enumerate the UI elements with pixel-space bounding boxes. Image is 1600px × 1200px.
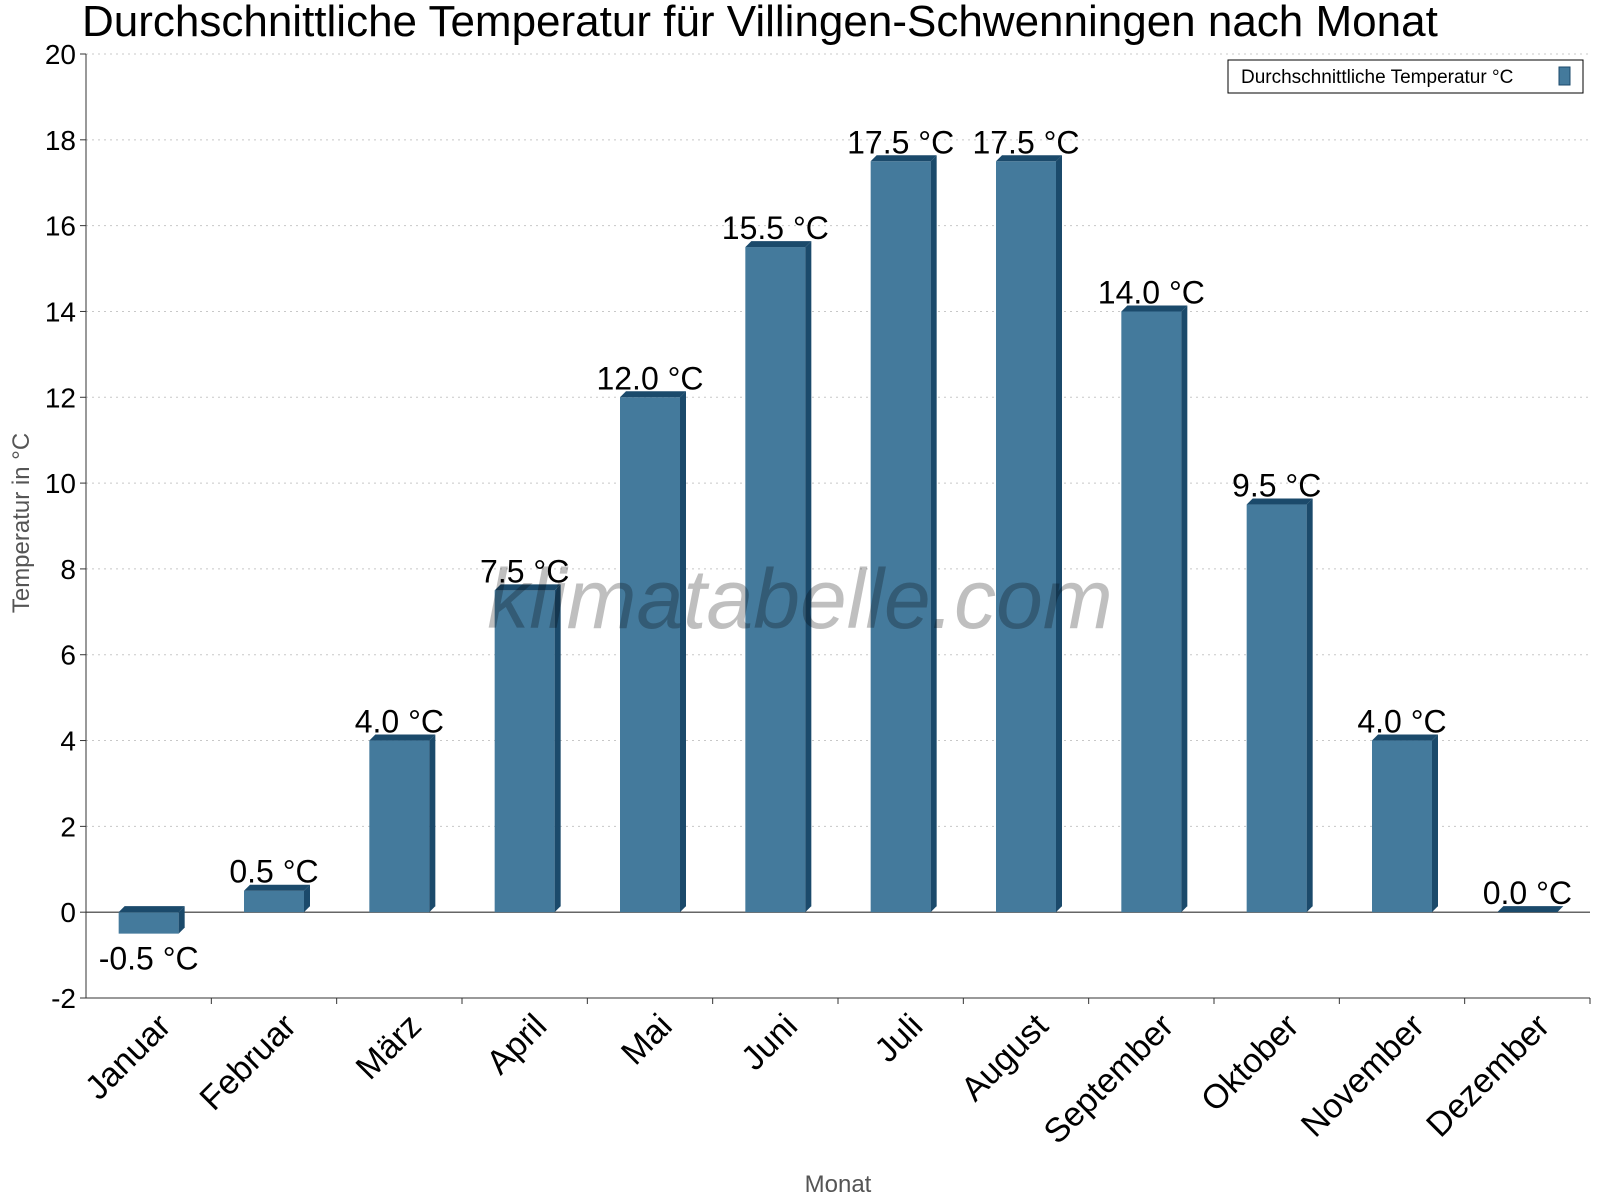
- bar-side: [429, 734, 436, 913]
- data-label: 14.0 °C: [1098, 274, 1205, 310]
- bar-oktober: [1246, 498, 1313, 913]
- bar-top: [494, 584, 561, 591]
- y-tick-label: 8: [60, 554, 76, 585]
- x-tick-label: Februar: [193, 1007, 304, 1118]
- bar-face: [1246, 504, 1307, 913]
- bar-top: [1372, 734, 1438, 741]
- bar-face: [1121, 311, 1182, 913]
- bar-side: [304, 884, 310, 913]
- x-tick-label: Juni: [734, 1007, 805, 1078]
- bar-mai: [620, 391, 686, 913]
- bar-top: [1246, 498, 1313, 505]
- bar-side: [1056, 155, 1062, 913]
- data-label: 9.5 °C: [1232, 468, 1321, 504]
- bar-face: [996, 161, 1056, 913]
- x-tick-label: August: [954, 1006, 1056, 1108]
- data-labels: -0.5 °C 0.5 °C 4.0 °C 7.5 °C 12.0 °C 15.5 °C 1…: [99, 124, 1572, 976]
- data-label: 0.5 °C: [229, 854, 318, 890]
- legend-label: Durchschnittliche Temperatur °C: [1241, 67, 1513, 88]
- x-tick-label: November: [1294, 1007, 1432, 1145]
- legend-box: [1227, 59, 1584, 94]
- bar-top: [1497, 906, 1564, 913]
- bar-side: [930, 155, 937, 913]
- data-label: 17.5 °C: [847, 124, 954, 160]
- bar-face: [244, 890, 304, 913]
- bars: [118, 155, 1564, 934]
- y-tick-label: 6: [60, 640, 76, 671]
- bar-face: [494, 590, 555, 913]
- x-tick-label: Oktober: [1194, 1007, 1306, 1119]
- bar-april: [494, 584, 561, 913]
- bar-side: [1181, 305, 1188, 913]
- x-tick-label: Januar: [78, 1007, 178, 1107]
- data-label: 12.0 °C: [596, 360, 703, 396]
- y-tick-label: 18: [45, 125, 76, 156]
- y-tick-label: 12: [45, 382, 76, 413]
- bar-top: [996, 155, 1062, 162]
- y-tick-label: 2: [60, 811, 76, 842]
- bar-side: [1306, 498, 1313, 913]
- bar-face: [369, 740, 430, 913]
- x-axis-title: Monat: [805, 1171, 872, 1198]
- bar-dezember: [1497, 906, 1564, 913]
- x-tick-label: Dezember: [1419, 1007, 1557, 1145]
- y-tick-label: 4: [60, 726, 76, 757]
- bar-märz: [369, 734, 436, 913]
- watermark: klimatabelle.com: [487, 552, 1113, 646]
- bar-top: [244, 884, 310, 891]
- data-label: 4.0 °C: [355, 704, 444, 740]
- bar-top: [369, 734, 436, 741]
- bar-august: [996, 155, 1062, 913]
- bar-face: [745, 247, 806, 913]
- x-tick-label: Juli: [867, 1007, 930, 1070]
- bar-top: [118, 906, 185, 913]
- x-tick-label: Mai: [614, 1007, 680, 1073]
- legend: Durchschnittliche Temperatur °C: [1227, 59, 1584, 94]
- bar-januar: [118, 906, 185, 934]
- y-tick-label: -2: [51, 983, 76, 1014]
- bar-september: [1121, 305, 1188, 913]
- bar-face: [118, 912, 179, 934]
- bar-top: [620, 391, 686, 398]
- bar-juni: [745, 241, 812, 913]
- bar-side: [1432, 734, 1438, 913]
- bar-side: [178, 906, 185, 934]
- data-label: 17.5 °C: [972, 124, 1079, 160]
- x-tick-label: April: [479, 1007, 554, 1082]
- bar-november: [1372, 734, 1438, 913]
- bar-top: [745, 241, 812, 248]
- data-label: 7.5 °C: [480, 553, 569, 589]
- y-tick-label: 10: [45, 468, 76, 499]
- bar-top: [870, 155, 937, 162]
- bar-face: [870, 161, 931, 913]
- data-label: -0.5 °C: [99, 941, 199, 977]
- bar-face: [1372, 740, 1432, 913]
- x-tick-label: März: [349, 1007, 429, 1087]
- y-tick-label: 20: [45, 39, 76, 70]
- x-tick-label: September: [1037, 1007, 1181, 1151]
- y-tick-label: 0: [60, 897, 76, 928]
- bar-side: [554, 584, 561, 913]
- y-tick-label: 16: [45, 211, 76, 242]
- bar-juli: [870, 155, 937, 913]
- chart-title: Durchschnittliche Temperatur für Villing…: [82, 0, 1438, 46]
- bar-februar: [244, 884, 310, 913]
- bar-side: [805, 241, 812, 913]
- bar-face: [620, 397, 680, 913]
- legend-swatch: [1558, 66, 1571, 86]
- data-label: 4.0 °C: [1357, 704, 1446, 740]
- y-tick-label: 14: [45, 296, 76, 327]
- data-label: 15.5 °C: [722, 210, 829, 246]
- y-axis-title: Temperatur in °C: [8, 433, 35, 613]
- bar-top: [1121, 305, 1188, 312]
- data-label: 0.0 °C: [1483, 875, 1572, 911]
- bar-side: [680, 391, 686, 913]
